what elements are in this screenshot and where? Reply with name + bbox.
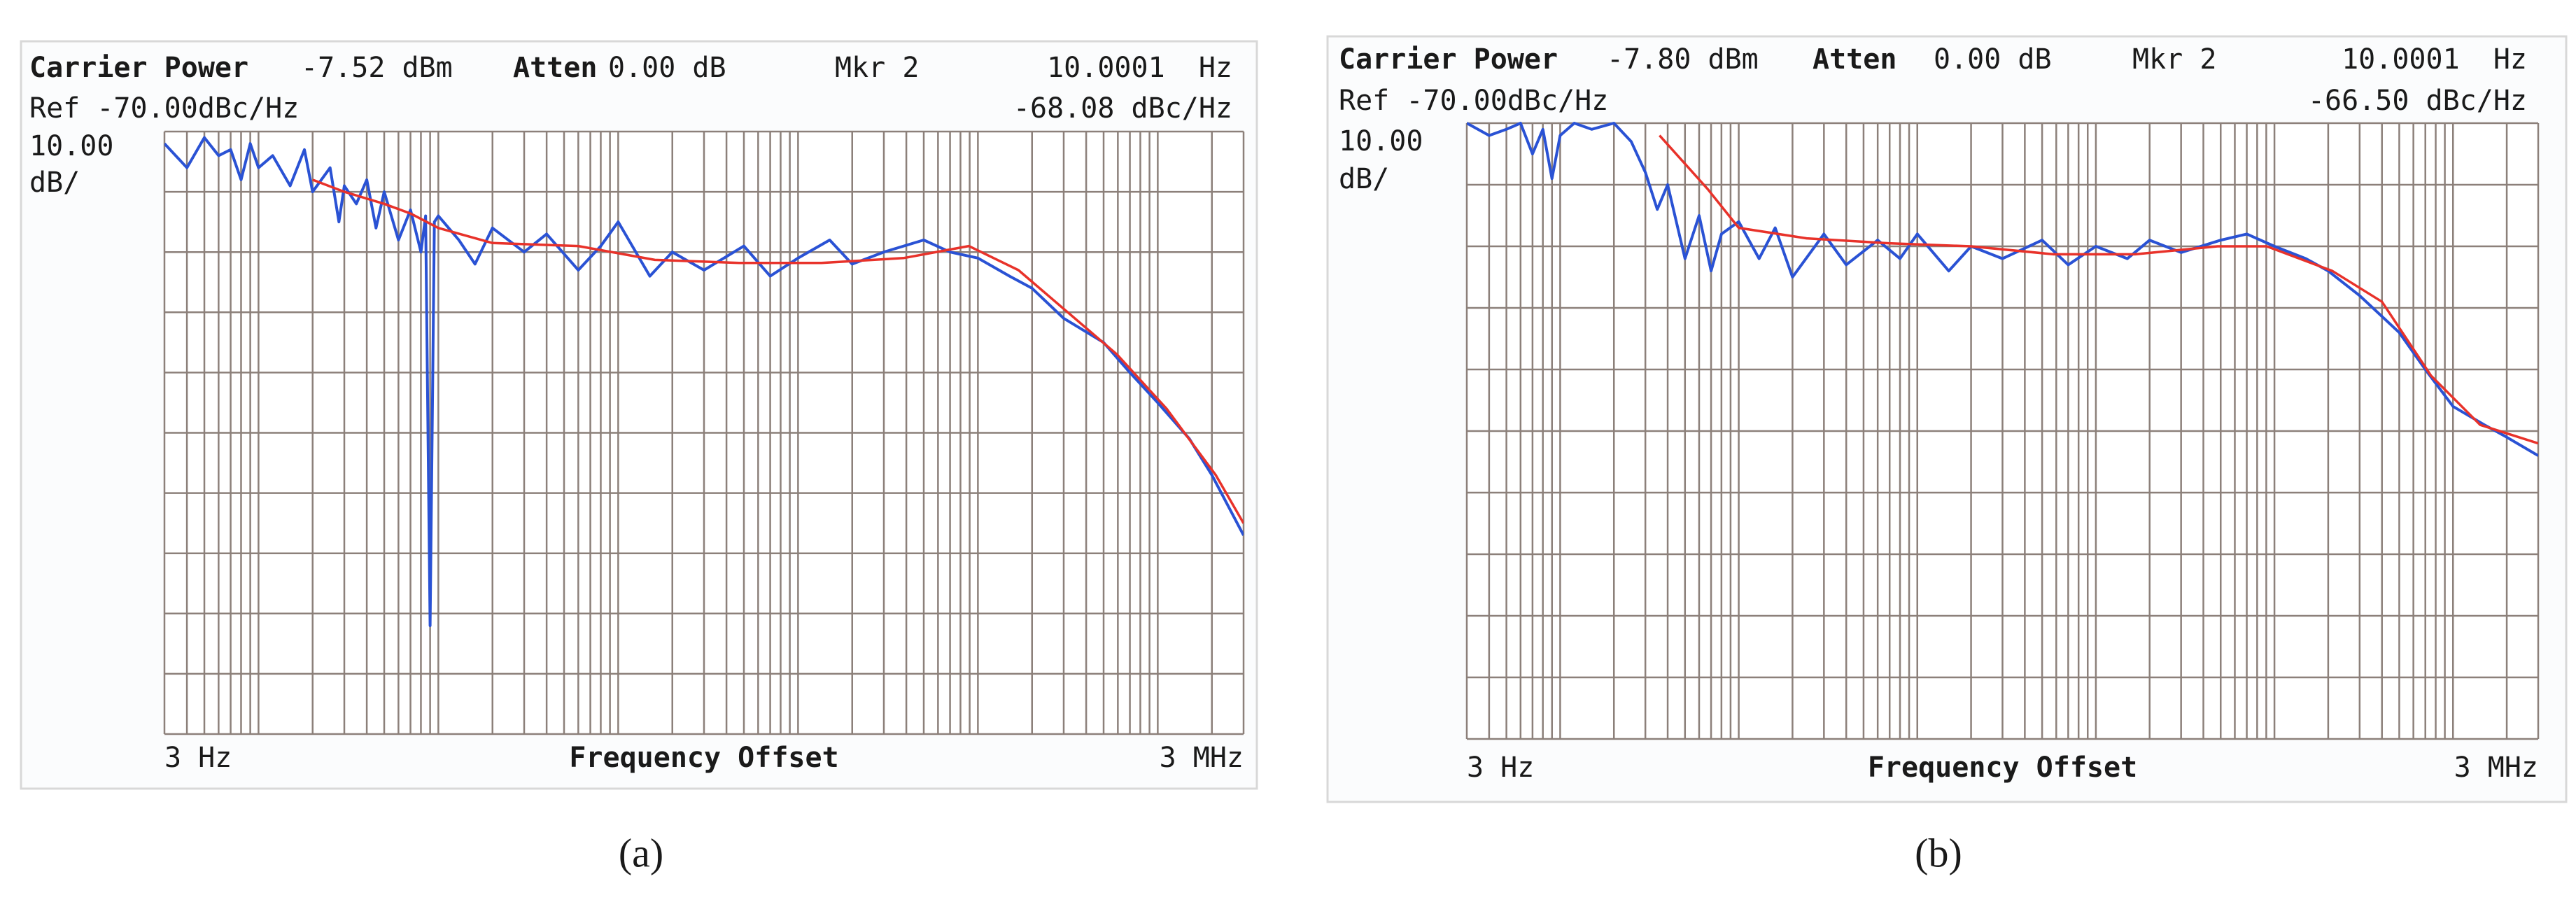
x-tick-label: 3 MHz [1160, 742, 1244, 774]
atten-label: Atten [1813, 43, 1896, 76]
marker-freq: 10.0001 Hz [2342, 43, 2527, 76]
marker-value: -68.08 dBc/Hz [1013, 92, 1232, 125]
reference-level: Ref -70.00dBc/Hz [29, 92, 299, 125]
carrier-power-label: Carrier Power [1339, 43, 1558, 76]
panel-label: (a) [619, 830, 663, 875]
panel: 3 Hz 3 MHz Carrier Power -7.80 dBm Atten 0.00… [1326, 35, 2568, 875]
carrier-power: -7.52 dBm [301, 52, 453, 84]
scale: 10.00 [1339, 125, 1423, 157]
marker-label: Mkr 2 [2132, 43, 2216, 76]
trace [1659, 134, 2538, 445]
scale-unit: dB/ [1339, 163, 1389, 195]
atten: 0.00 dB [608, 52, 726, 84]
x-axis-label: Frequency Offset [569, 742, 838, 774]
x-axis-label: Frequency Offset [1868, 752, 2137, 784]
marker-label: Mkr 2 [835, 52, 919, 84]
trace [312, 178, 1244, 524]
carrier-power-label: Carrier Power [29, 52, 248, 84]
carrier-power: -7.80 dBm [1607, 43, 1759, 76]
x-tick-label: 3 Hz [1467, 752, 1534, 784]
reference-level: Ref -70.00dBc/Hz [1339, 85, 1608, 117]
marker-value: -66.50 dBc/Hz [2308, 85, 2527, 117]
x-tick-label: 3 MHz [2454, 752, 2538, 784]
scale-unit: dB/ [29, 167, 80, 199]
atten: 0.00 dB [1934, 43, 2052, 76]
panel-label: (b) [1915, 830, 1962, 875]
scale: 10.00 [29, 130, 113, 162]
marker-freq: 10.0001 Hz [1047, 52, 1232, 84]
trace [164, 136, 1244, 627]
trace [1467, 122, 2538, 457]
panel: 3 Hz 3 MHz Carrier Power -7.52 dBm Atten 0.00… [20, 40, 1258, 875]
x-tick-label: 3 Hz [164, 742, 232, 774]
atten-label: Atten [513, 52, 597, 84]
